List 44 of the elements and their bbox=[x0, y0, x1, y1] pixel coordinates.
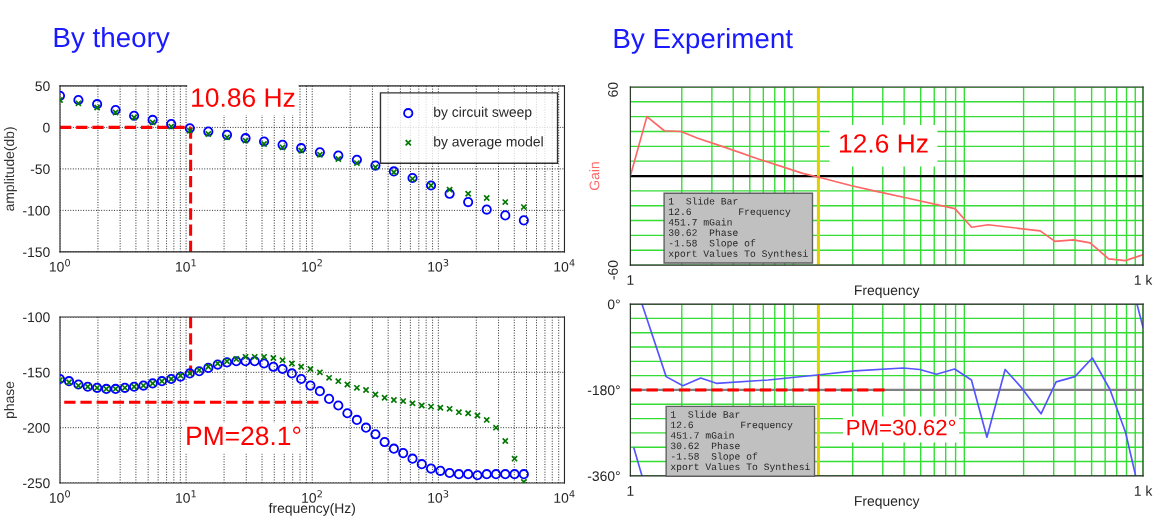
x-tick-label: 10$^{0}$ bbox=[49, 490, 70, 503]
annotation: 10.86 Hz bbox=[192, 88, 295, 107]
y-tick-label: -60 bbox=[608, 260, 618, 280]
y-tick-label: -150 bbox=[23, 367, 50, 378]
x-tick-label: 1 bbox=[627, 486, 634, 496]
y-tick-label: -150 bbox=[23, 247, 50, 258]
y-tick-label: -100 bbox=[23, 312, 50, 323]
x-tick-label: 10$^{2}$ bbox=[302, 259, 322, 272]
y-tick-label: -250 bbox=[23, 478, 50, 489]
y-tick-label: -50 bbox=[30, 164, 50, 175]
y-tick-label: -180° bbox=[587, 385, 620, 396]
legend-label: by circuit sweep bbox=[434, 106, 532, 120]
y-tick-label: -200 bbox=[23, 422, 50, 433]
annotation: 12.6 Hz bbox=[840, 134, 928, 153]
x-tick-label: 1 bbox=[627, 275, 634, 285]
y-tick-label: -100 bbox=[23, 205, 50, 216]
y-tick-label: 0 bbox=[43, 122, 50, 133]
x-tick-label: 1 k bbox=[1134, 485, 1153, 496]
y-tick-label: 50 bbox=[35, 81, 50, 92]
x-tick-label: 10$^{1}$ bbox=[176, 259, 196, 272]
x-tick-label: 10$^{3}$ bbox=[428, 259, 449, 272]
y-axis-title: phase bbox=[3, 381, 17, 419]
x-tick-label: 10$^{2}$ bbox=[302, 490, 322, 503]
y-axis-title: amplitude(db) bbox=[3, 127, 17, 211]
chart-title: By Experiment bbox=[614, 27, 793, 54]
x-tick-label: 10$^{4}$ bbox=[554, 259, 575, 272]
y-tick-label: 60 bbox=[608, 82, 618, 97]
legend-label: by average model bbox=[434, 136, 543, 150]
annotation: PM=28.1° bbox=[187, 426, 301, 446]
x-axis-title: Frequency bbox=[855, 496, 920, 509]
x-tick-label: 10$^{0}$ bbox=[49, 259, 70, 272]
x-tick-label: 10$^{4}$ bbox=[554, 490, 575, 503]
annotation: 1 Slide Bar 12.6 Frequency 451.7 mGain 30.62 Phase -1.58 Slope of xport Values To Synthesi bbox=[670, 410, 810, 473]
x-tick-label: 10$^{1}$ bbox=[176, 490, 196, 503]
y-tick-label: 0° bbox=[607, 299, 620, 310]
x-axis-title: frequency(Hz) bbox=[268, 502, 355, 516]
annotation: PM=30.62° bbox=[847, 419, 956, 436]
x-tick-label: 1 k bbox=[1134, 274, 1153, 285]
annotation: 1 Slide Bar 12.6 Frequency 451.7 mGain 30.62 Phase -1.58 Slope of xport Values To Synthesi bbox=[668, 197, 808, 259]
x-tick-label: 10$^{3}$ bbox=[428, 490, 449, 503]
y-axis-title: Gain bbox=[589, 162, 600, 190]
y-tick-label: -360° bbox=[587, 471, 620, 482]
x-axis-title: Frequency bbox=[855, 285, 920, 298]
chart-title: By theory bbox=[54, 26, 170, 53]
